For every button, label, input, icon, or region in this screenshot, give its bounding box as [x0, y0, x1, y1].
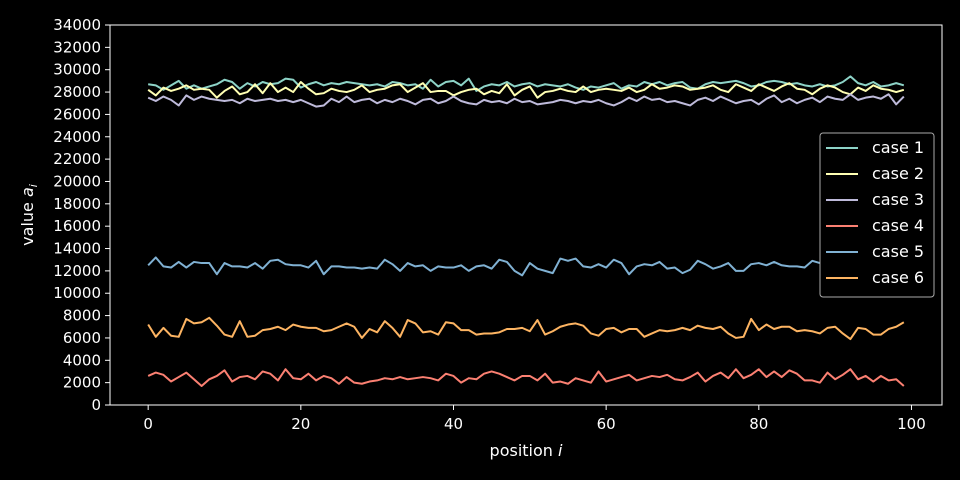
x-tick-label: 100	[897, 415, 926, 433]
x-axis-ticks: 0 20 40 60 80 100	[143, 405, 926, 433]
y-axis-ticks: 0 2000 4000 6000 8000 10000 12000 14000 16000 180…	[53, 16, 110, 414]
legend-label: case 5	[872, 242, 924, 261]
series-line-case-5	[147, 256, 905, 277]
plot-area	[109, 24, 943, 406]
series-line-case-6	[147, 316, 905, 341]
series-lines	[147, 75, 905, 387]
legend-label: case 6	[872, 268, 924, 287]
x-tick-label: 60	[597, 415, 616, 433]
y-tick-label: 12000	[53, 262, 101, 280]
y-tick-label: 18000	[53, 195, 101, 213]
y-tick-label: 14000	[53, 240, 101, 258]
y-tick-label: 0	[91, 396, 101, 414]
y-axis-label-sub: i	[27, 184, 40, 187]
x-axis-label-text: position	[490, 441, 558, 460]
y-tick-label: 32000	[53, 38, 101, 56]
series-line-case-2	[147, 81, 905, 99]
y-axis-label-var: a	[18, 187, 37, 197]
legend: case 1 case 2 case 3 case 4 case 5 case 6	[819, 132, 935, 298]
y-tick-label: 8000	[63, 307, 101, 325]
y-tick-label: 26000	[53, 105, 101, 123]
x-tick-label: 80	[749, 415, 768, 433]
series-line-case-1	[148, 75, 905, 92]
y-tick-label: 30000	[53, 61, 101, 79]
y-tick-label: 34000	[53, 16, 101, 34]
legend-label: case 2	[872, 164, 924, 183]
y-tick-label: 28000	[53, 83, 101, 101]
x-tick-label: 0	[143, 415, 153, 433]
x-axis-label-var: i	[558, 441, 563, 460]
y-axis-label-text: value	[18, 197, 37, 246]
y-tick-label: 4000	[63, 351, 101, 369]
y-tick-label: 16000	[53, 217, 101, 235]
x-axis-label: position i	[490, 441, 563, 460]
legend-label: case 4	[872, 216, 924, 235]
y-tick-label: 24000	[53, 128, 101, 146]
x-tick-label: 40	[444, 415, 463, 433]
series-line-case-3	[147, 93, 905, 108]
series-line-case-4	[147, 368, 905, 387]
y-tick-label: 22000	[53, 150, 101, 168]
y-tick-label: 6000	[63, 329, 101, 347]
y-tick-label: 20000	[53, 172, 101, 190]
y-tick-label: 2000	[63, 374, 101, 392]
y-axis-label: value ai	[18, 184, 40, 246]
x-tick-label: 20	[291, 415, 310, 433]
legend-label: case 1	[872, 138, 924, 157]
legend-label: case 3	[872, 190, 924, 209]
y-tick-label: 10000	[53, 284, 101, 302]
